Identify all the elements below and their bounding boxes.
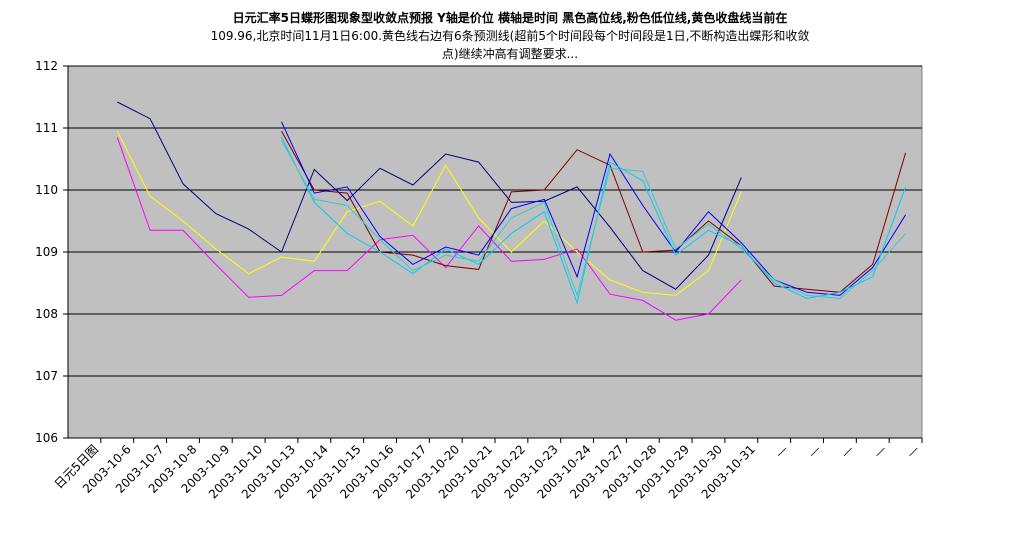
y-tick-label: 111 bbox=[35, 121, 58, 135]
chart-title: 109.96,北京时间11月1日6:00.黄色线右边有6条预测线(超前5个时间段… bbox=[211, 28, 810, 43]
x-tick-label: — bbox=[772, 442, 790, 460]
y-tick-label: 107 bbox=[35, 369, 58, 383]
x-tick-label: — bbox=[838, 442, 856, 460]
chart-title: 点)继续冲高有调整要求... bbox=[442, 46, 578, 61]
y-tick-label: 106 bbox=[35, 431, 58, 445]
series-line bbox=[117, 101, 742, 290]
x-tick-label: — bbox=[904, 442, 922, 460]
y-tick-label: 112 bbox=[35, 59, 58, 73]
x-tick-label: — bbox=[871, 442, 889, 460]
series-line bbox=[116, 137, 742, 321]
x-tick-label: — bbox=[805, 442, 823, 460]
series-line bbox=[281, 130, 907, 293]
y-tick-label: 108 bbox=[35, 307, 58, 321]
chart-title: 日元汇率5日蝶形图现象型收敛点预报 Y轴是价位 横轴是时间 黑色高位线,粉色低位… bbox=[233, 10, 788, 25]
y-tick-label: 109 bbox=[35, 245, 58, 259]
series-line bbox=[281, 140, 906, 300]
series-line bbox=[116, 130, 742, 296]
series-line bbox=[281, 121, 907, 296]
y-tick-label: 110 bbox=[35, 183, 58, 197]
